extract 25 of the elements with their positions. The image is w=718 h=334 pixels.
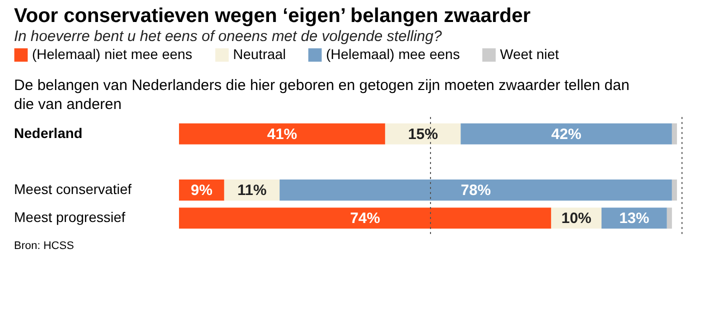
data-label: 15% bbox=[408, 126, 438, 143]
data-label: 78% bbox=[460, 182, 491, 200]
text: Bron: HCSS bbox=[14, 240, 74, 252]
legend-label: Weet niet bbox=[500, 46, 559, 62]
y-tick-label: Meest progressief bbox=[14, 209, 126, 226]
y-tick-label: Meest conservatief bbox=[14, 181, 132, 198]
data-label: 13% bbox=[619, 210, 650, 228]
text: De belangen van Nederlanders die hier geboren en getogen zijn moeten zwaarder tellen dan die van anderen bbox=[14, 77, 630, 113]
legend-label: (Helemaal) niet mee eens bbox=[32, 46, 192, 62]
bar bbox=[672, 123, 677, 144]
legend-label: Neutraal bbox=[233, 46, 286, 62]
y-tick-label: Nederland bbox=[14, 124, 82, 141]
legend-label: (Helemaal) mee eens bbox=[326, 46, 460, 62]
data-label: 74% bbox=[350, 210, 380, 228]
bar bbox=[179, 208, 552, 229]
chart-subtitle: In hoeverre bent u het eens of oneens met de volgende stelling? bbox=[14, 28, 442, 45]
bar bbox=[179, 123, 386, 144]
chart-title: Voor conservatieven wegen ‘eigen’ belangen zwaarder bbox=[14, 5, 531, 27]
data-label: 9% bbox=[190, 182, 212, 200]
bar bbox=[666, 208, 672, 229]
data-label: 10% bbox=[561, 210, 592, 228]
data-label: 41% bbox=[267, 126, 298, 143]
data-label: 42% bbox=[551, 126, 582, 143]
bar bbox=[460, 123, 672, 144]
data-label: 11% bbox=[237, 182, 267, 200]
